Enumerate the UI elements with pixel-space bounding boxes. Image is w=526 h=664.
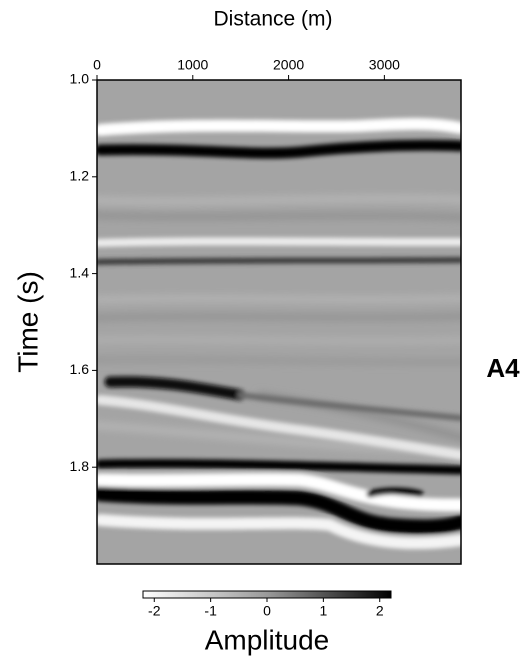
- y-axis-label: Time (s): [12, 271, 43, 373]
- colorbar: [142, 590, 392, 599]
- colorbar-tick-label: -2: [148, 603, 161, 619]
- y-tick-label: 1.2: [70, 168, 90, 184]
- y-tick-label: 1.0: [70, 71, 90, 87]
- y-tick-label: 1.6: [70, 361, 90, 377]
- y-tick-label: 1.4: [70, 264, 90, 280]
- y-tick-label: 1.8: [70, 458, 90, 474]
- colorbar-tick-label: -1: [204, 603, 217, 619]
- x-tick-label: 0: [93, 57, 101, 73]
- colorbar-label: Amplitude: [205, 624, 330, 655]
- colorbar-tick-label: 1: [319, 603, 327, 619]
- x-tick-label: 2000: [273, 57, 304, 73]
- seismic-image: [97, 80, 461, 564]
- colorbar-tick-label: 2: [376, 603, 384, 619]
- x-axis-label: Distance (m): [213, 8, 332, 31]
- plot-frame: [96, 79, 462, 565]
- x-tick-label: 1000: [177, 57, 208, 73]
- x-tick-label: 3000: [369, 57, 400, 73]
- annotation: A4: [486, 353, 520, 383]
- colorbar-tick-label: 0: [263, 603, 271, 619]
